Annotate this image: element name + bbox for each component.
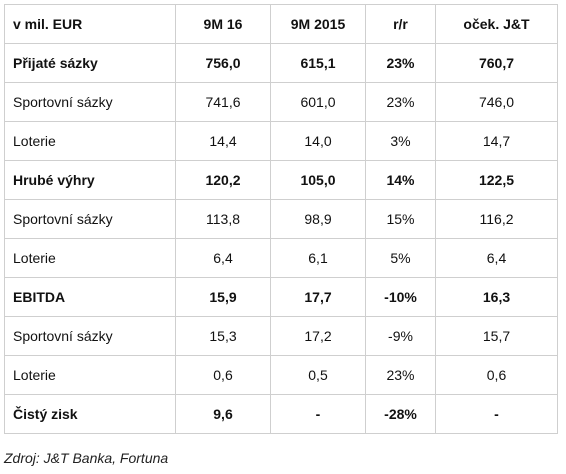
table-cell: 16,3	[435, 277, 558, 317]
table-cell: 0,6	[435, 355, 558, 395]
table-cell: 98,9	[270, 199, 366, 239]
table-cell: 3%	[365, 121, 436, 161]
row-label: Loterie	[4, 238, 176, 278]
table-cell: 105,0	[270, 160, 366, 200]
table-cell: 615,1	[270, 43, 366, 83]
header-cell: 9M 16	[175, 4, 271, 44]
table-cell: 0,6	[175, 355, 271, 395]
row-label: Sportovní sázky	[4, 316, 176, 356]
table-cell: 23%	[365, 82, 436, 122]
table-row: Sportovní sázky 741,6 601,0 23% 746,0	[4, 82, 558, 122]
table-row: Přijaté sázky 756,0 615,1 23% 760,7	[4, 43, 558, 83]
table-cell: -28%	[365, 394, 436, 434]
header-cell: oček. J&T	[435, 4, 558, 44]
table-cell: 6,4	[175, 238, 271, 278]
table-row: Loterie 14,4 14,0 3% 14,7	[4, 121, 558, 161]
table-cell: 23%	[365, 43, 436, 83]
table-cell: -9%	[365, 316, 436, 356]
header-cell: v mil. EUR	[4, 4, 176, 44]
table-cell: 113,8	[175, 199, 271, 239]
table-row: Sportovní sázky 15,3 17,2 -9% 15,7	[4, 316, 558, 356]
row-label: Čistý zisk	[4, 394, 176, 434]
table-cell: 15,9	[175, 277, 271, 317]
table-cell: 15,7	[435, 316, 558, 356]
header-row: v mil. EUR 9M 16 9M 2015 r/r oček. J&T	[4, 4, 558, 44]
table-cell: 9,6	[175, 394, 271, 434]
row-label: Přijaté sázky	[4, 43, 176, 83]
table-cell: 756,0	[175, 43, 271, 83]
table-cell: -	[270, 394, 366, 434]
table-row: EBITDA 15,9 17,7 -10% 16,3	[4, 277, 558, 317]
table-cell: 14,7	[435, 121, 558, 161]
row-label: Loterie	[4, 355, 176, 395]
table-cell: 601,0	[270, 82, 366, 122]
row-label: Sportovní sázky	[4, 199, 176, 239]
row-label: Loterie	[4, 121, 176, 161]
table-cell: 6,1	[270, 238, 366, 278]
table-row: Hrubé výhry 120,2 105,0 14% 122,5	[4, 160, 558, 200]
table-cell: 746,0	[435, 82, 558, 122]
table-row: Čistý zisk 9,6- -28% -	[4, 394, 558, 434]
table-cell: 14,0	[270, 121, 366, 161]
table-cell: 741,6	[175, 82, 271, 122]
table-row: Loterie 6,4 6,1 5% 6,4	[4, 238, 558, 278]
table-row: Loterie 0,6 0,5 23% 0,6	[4, 355, 558, 395]
table-cell: 116,2	[435, 199, 558, 239]
table-cell: 760,7	[435, 43, 558, 83]
table-cell: -	[435, 394, 558, 434]
table-cell: 23%	[365, 355, 436, 395]
table-row: Sportovní sázky 113,8 98,9 15% 116,2	[4, 199, 558, 239]
header-cell: r/r	[365, 4, 436, 44]
table-cell: -10%	[365, 277, 436, 317]
table-cell: 14,4	[175, 121, 271, 161]
table-cell: 17,7	[270, 277, 366, 317]
table-cell: 6,4	[435, 238, 558, 278]
row-label: EBITDA	[4, 277, 176, 317]
header-cell: 9M 2015	[270, 4, 366, 44]
source-note: Zdroj: J&T Banka, Fortuna	[4, 450, 169, 466]
row-label: Hrubé výhry	[4, 160, 176, 200]
row-label: Sportovní sázky	[4, 82, 176, 122]
table-cell: 15%	[365, 199, 436, 239]
table-cell: 15,3	[175, 316, 271, 356]
table-body: Přijaté sázky 756,0 615,1 23% 760,7 Sportovní…	[4, 43, 558, 434]
table-cell: 122,5	[435, 160, 558, 200]
table-cell: 5%	[365, 238, 436, 278]
table-cell: 14%	[365, 160, 436, 200]
table: v mil. EUR 9M 16 9M 2015 r/r oček. J&T Přija…	[4, 4, 558, 434]
table-cell: 120,2	[175, 160, 271, 200]
table-cell: 17,2	[270, 316, 366, 356]
table-cell: 0,5	[270, 355, 366, 395]
